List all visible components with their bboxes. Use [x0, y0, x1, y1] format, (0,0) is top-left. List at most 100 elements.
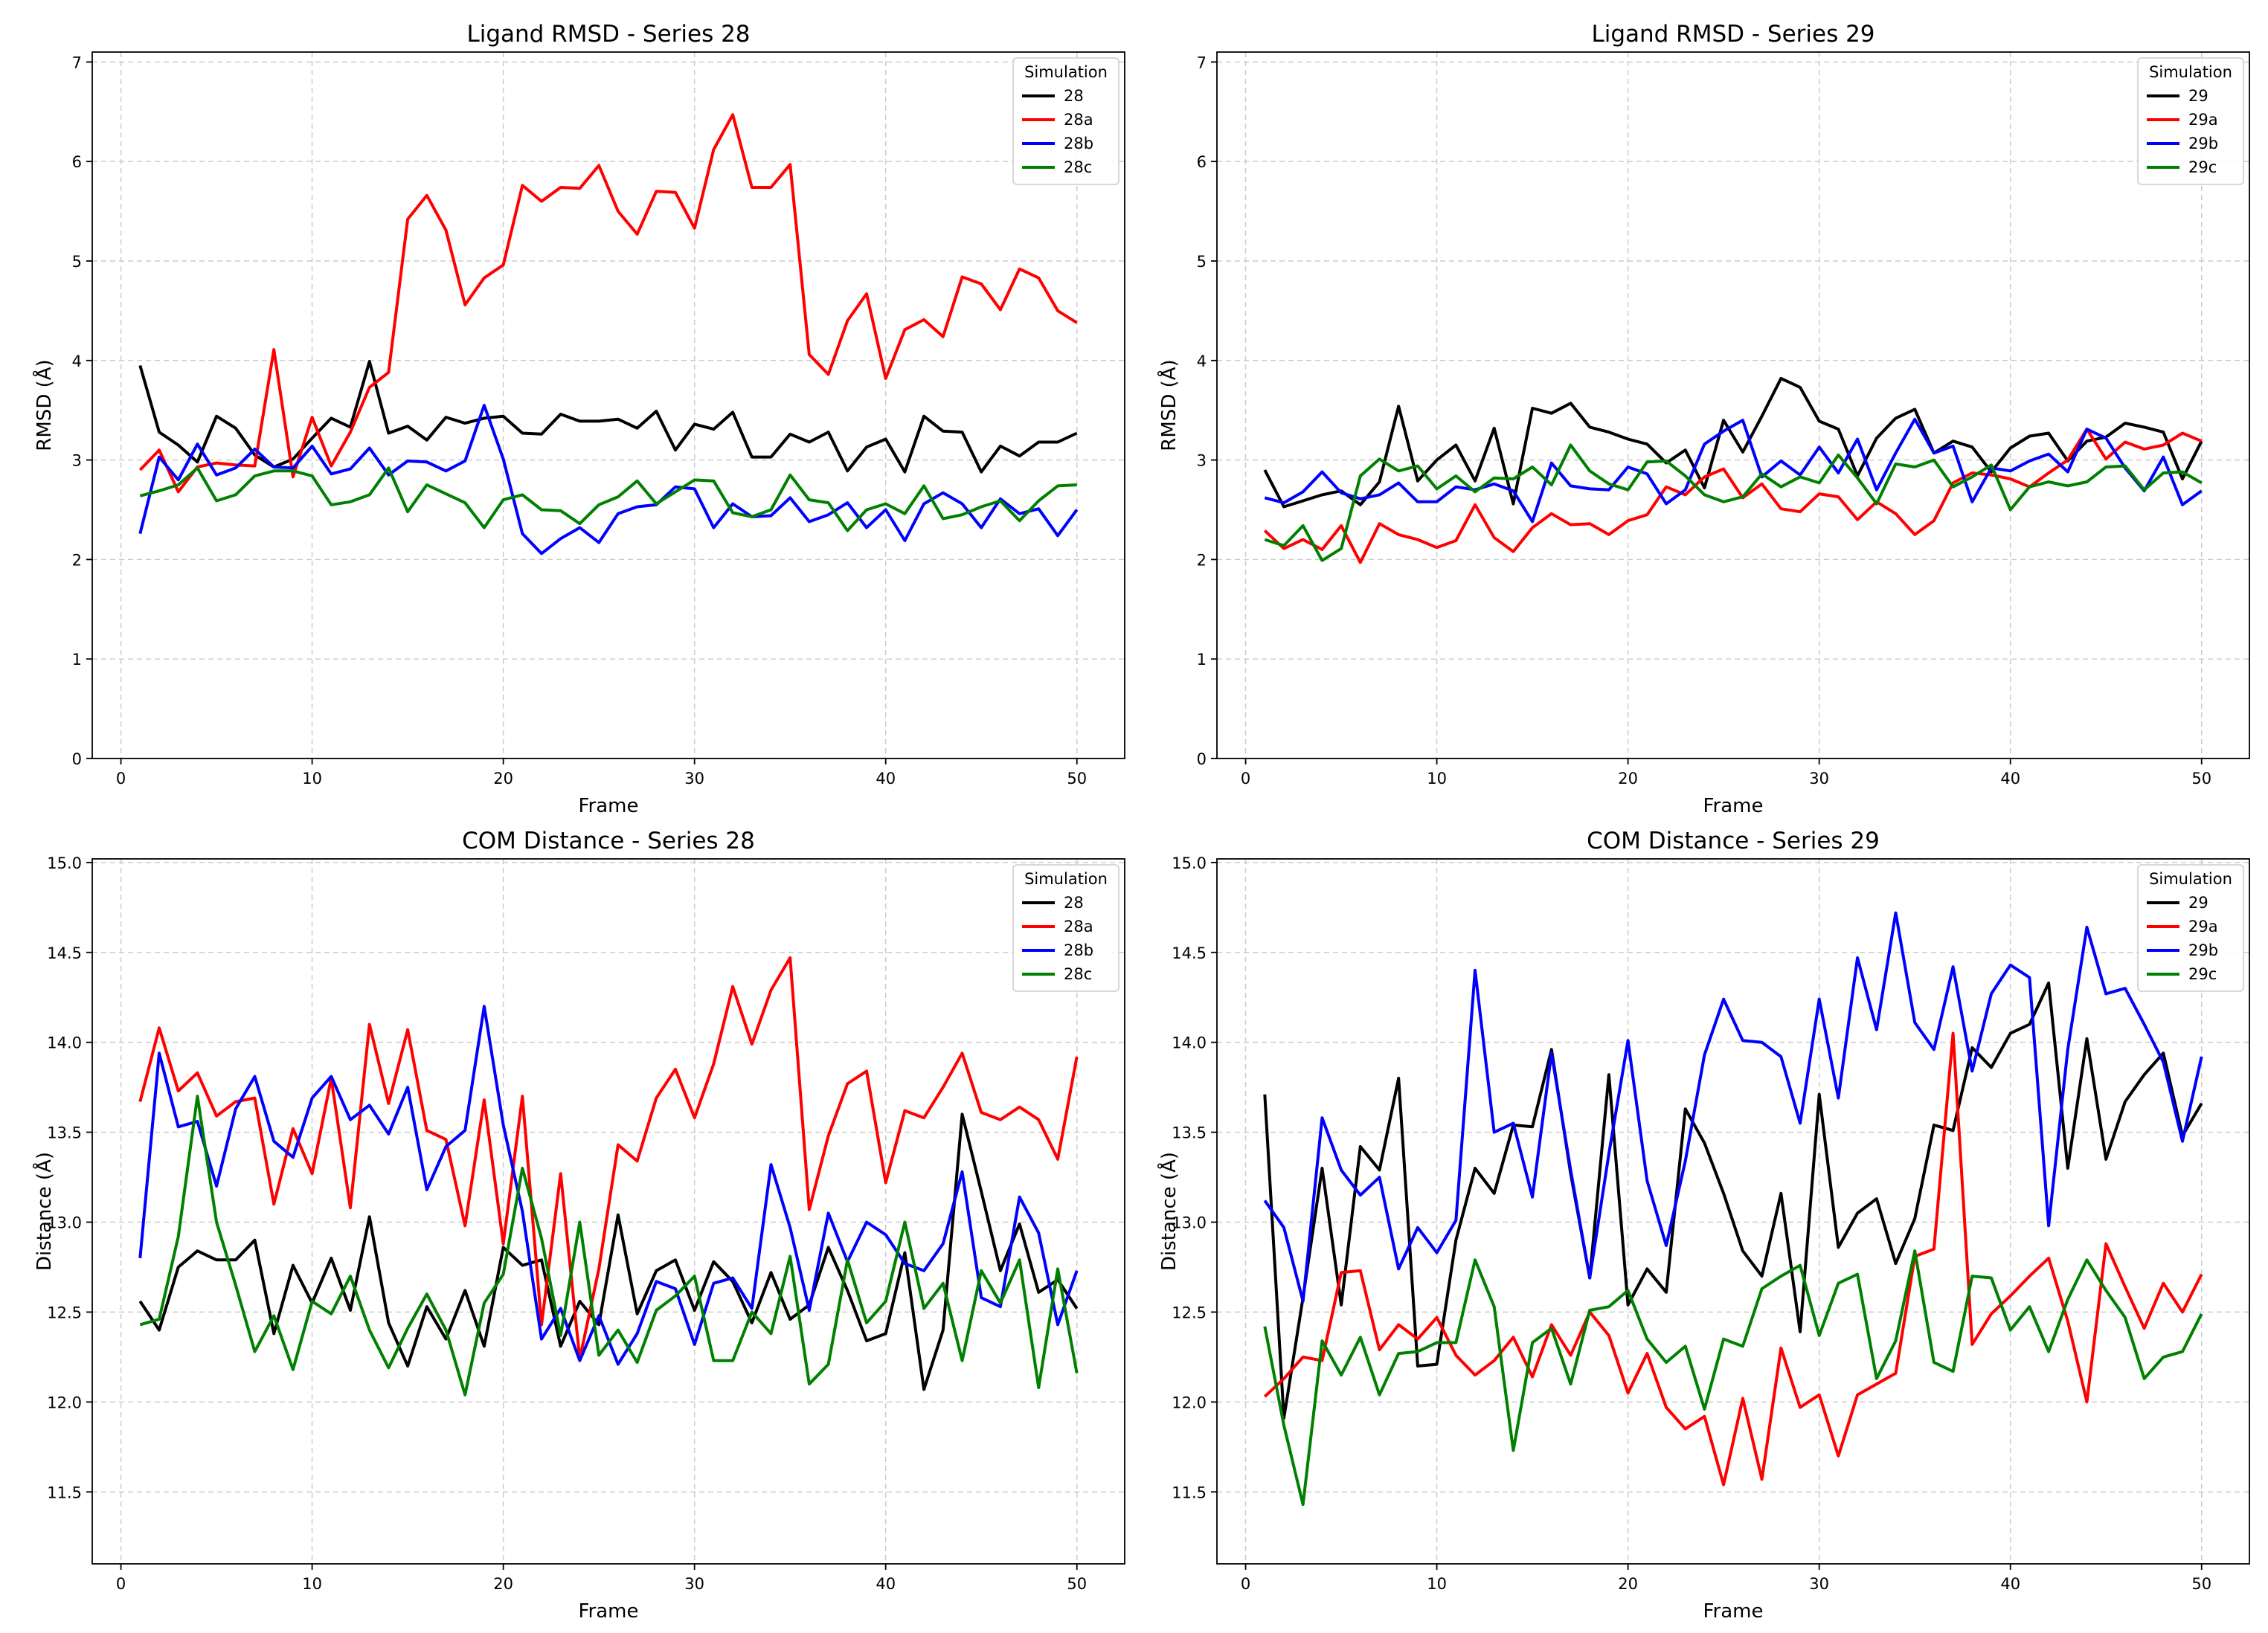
legend-label-28c: 28c — [1064, 158, 1092, 176]
legend-box — [2137, 864, 2244, 992]
series-line-28c — [139, 466, 1077, 532]
series-line-28a — [138, 113, 1078, 494]
legend-label-28: 28 — [1064, 87, 1084, 105]
y-tick-label: 13.0 — [1172, 1214, 1207, 1232]
y-tick-label: 6 — [72, 153, 82, 171]
legend-box — [1012, 57, 1119, 185]
chart-title: COM Distance - Series 28 — [462, 828, 755, 854]
y-tick-label: 14.0 — [1172, 1034, 1207, 1052]
legend-label-29: 29 — [2188, 894, 2208, 912]
x-tick-label: 10 — [1427, 770, 1447, 787]
legend-title: Simulation — [2149, 63, 2232, 81]
legend-title: Simulation — [1024, 63, 1108, 81]
x-tick-label: 50 — [2191, 1575, 2211, 1593]
y-tick-label: 11.5 — [47, 1484, 82, 1501]
x-tick-label: 0 — [116, 1575, 126, 1593]
y-tick-label: 4 — [1197, 352, 1207, 370]
legend-box — [1012, 864, 1119, 992]
series-line-29c — [1264, 443, 2203, 562]
chart-panel-3: 0 10 20 30 40 50 11.5 12.0 12.5 13.0 13.5 14.0 14.5 1… — [32, 828, 1125, 1623]
y-tick-label: 11.5 — [1172, 1484, 1207, 1501]
x-tick-label: 10 — [1427, 1575, 1447, 1593]
legend-label-29a: 29a — [2188, 918, 2218, 935]
x-tick-label: 50 — [1067, 770, 1087, 787]
legend-label-28a: 28a — [1064, 918, 1093, 935]
y-tick-label: 3 — [72, 452, 82, 470]
y-tick-label: 14.0 — [47, 1034, 82, 1052]
legend-label-28b: 28b — [1064, 135, 1093, 152]
y-axis-label: RMSD (Å) — [1157, 359, 1180, 451]
legend-label-29c: 29c — [2188, 965, 2217, 983]
y-tick-label: 13.0 — [47, 1214, 82, 1232]
x-axis-label: Frame — [1703, 795, 1763, 817]
x-tick-label: 30 — [1809, 770, 1829, 787]
legend-label-29c: 29c — [2188, 158, 2217, 176]
chart-panel-2: 0 10 20 30 40 50 0 1 2 3 4 5 6 7 Ligand RMSD - Series … — [1157, 21, 2250, 817]
legend: Simulation 29 29a 29b 29c — [2137, 57, 2244, 185]
y-axis-label: Distance (Å) — [1157, 1152, 1180, 1271]
series-line-28a — [138, 956, 1079, 1361]
y-axis-label: RMSD (Å) — [32, 359, 56, 451]
series-line-28c — [139, 1095, 1079, 1397]
legend-label-28: 28 — [1064, 894, 1084, 912]
x-tick-label: 0 — [1241, 770, 1250, 787]
series-line-28 — [138, 1112, 1079, 1391]
y-tick-label: 0 — [1197, 750, 1207, 768]
x-tick-label: 30 — [684, 1575, 704, 1593]
series-line-28b — [138, 1005, 1079, 1366]
legend-label-29: 29 — [2188, 87, 2208, 105]
series-line-29a — [1263, 1031, 2203, 1487]
y-tick-label: 12.0 — [1172, 1394, 1207, 1411]
chart-panel-1: 0 10 20 30 40 50 0 1 2 3 4 5 6 7 Ligand RMSD - Series … — [32, 21, 1125, 817]
y-tick-label: 1 — [72, 651, 82, 669]
y-tick-label: 6 — [1197, 153, 1207, 171]
y-tick-label: 2 — [72, 551, 82, 569]
y-tick-label: 5 — [72, 253, 82, 271]
plot-frame — [1216, 858, 2250, 1565]
series-line-29 — [1263, 376, 2203, 509]
legend: Simulation 28 28a 28b 28c — [1012, 57, 1119, 185]
plot-frame — [1216, 51, 2250, 759]
x-axis-label: Frame — [578, 795, 638, 817]
y-tick-label: 14.5 — [47, 944, 82, 962]
y-tick-label: 4 — [72, 352, 82, 370]
x-tick-label: 40 — [2000, 770, 2020, 787]
chart-title: COM Distance - Series 29 — [1587, 828, 1880, 854]
legend-title: Simulation — [2149, 870, 2232, 888]
x-tick-label: 10 — [302, 770, 322, 787]
series-line-29 — [1263, 981, 2203, 1420]
series-line-29b — [1263, 911, 2203, 1303]
y-tick-label: 15.0 — [1172, 854, 1207, 872]
chart-panel-4: 0 10 20 30 40 50 11.5 12.0 12.5 13.0 13.5 14.0 14.5 1… — [1157, 828, 2250, 1623]
y-tick-label: 15.0 — [47, 854, 82, 872]
y-tick-label: 3 — [1197, 452, 1207, 470]
y-tick-label: 12.5 — [47, 1304, 82, 1321]
series-line-28 — [138, 360, 1078, 474]
x-tick-label: 20 — [493, 1575, 513, 1593]
x-axis-label: Frame — [578, 1600, 638, 1623]
legend: Simulation 29 29a 29b 29c — [2137, 864, 2244, 992]
x-tick-label: 20 — [493, 770, 513, 787]
x-tick-label: 40 — [2000, 1575, 2020, 1593]
x-tick-label: 50 — [2191, 770, 2211, 787]
x-axis-label: Frame — [1703, 1600, 1763, 1623]
series-line-28b — [138, 404, 1079, 555]
series-line-29a — [1263, 428, 2203, 564]
legend-label-29a: 29a — [2188, 111, 2218, 129]
x-tick-label: 0 — [1241, 1575, 1250, 1593]
legend: Simulation 28 28a 28b 28c — [1012, 864, 1119, 992]
x-tick-label: 40 — [876, 770, 896, 787]
series-line-29b — [1264, 417, 2203, 524]
y-tick-label: 1 — [1197, 651, 1207, 669]
x-tick-label: 30 — [1809, 1575, 1829, 1593]
x-tick-label: 0 — [116, 770, 126, 787]
y-axis-label: Distance (Å) — [32, 1152, 56, 1271]
legend-label-28b: 28b — [1064, 941, 1093, 959]
y-tick-label: 13.5 — [1172, 1124, 1207, 1142]
plot-frame — [91, 858, 1125, 1565]
y-tick-label: 5 — [1197, 253, 1207, 271]
legend-box — [2137, 57, 2244, 185]
x-tick-label: 40 — [876, 1575, 896, 1593]
x-tick-label: 10 — [302, 1575, 322, 1593]
chart-title: Ligand RMSD - Series 28 — [466, 21, 750, 48]
